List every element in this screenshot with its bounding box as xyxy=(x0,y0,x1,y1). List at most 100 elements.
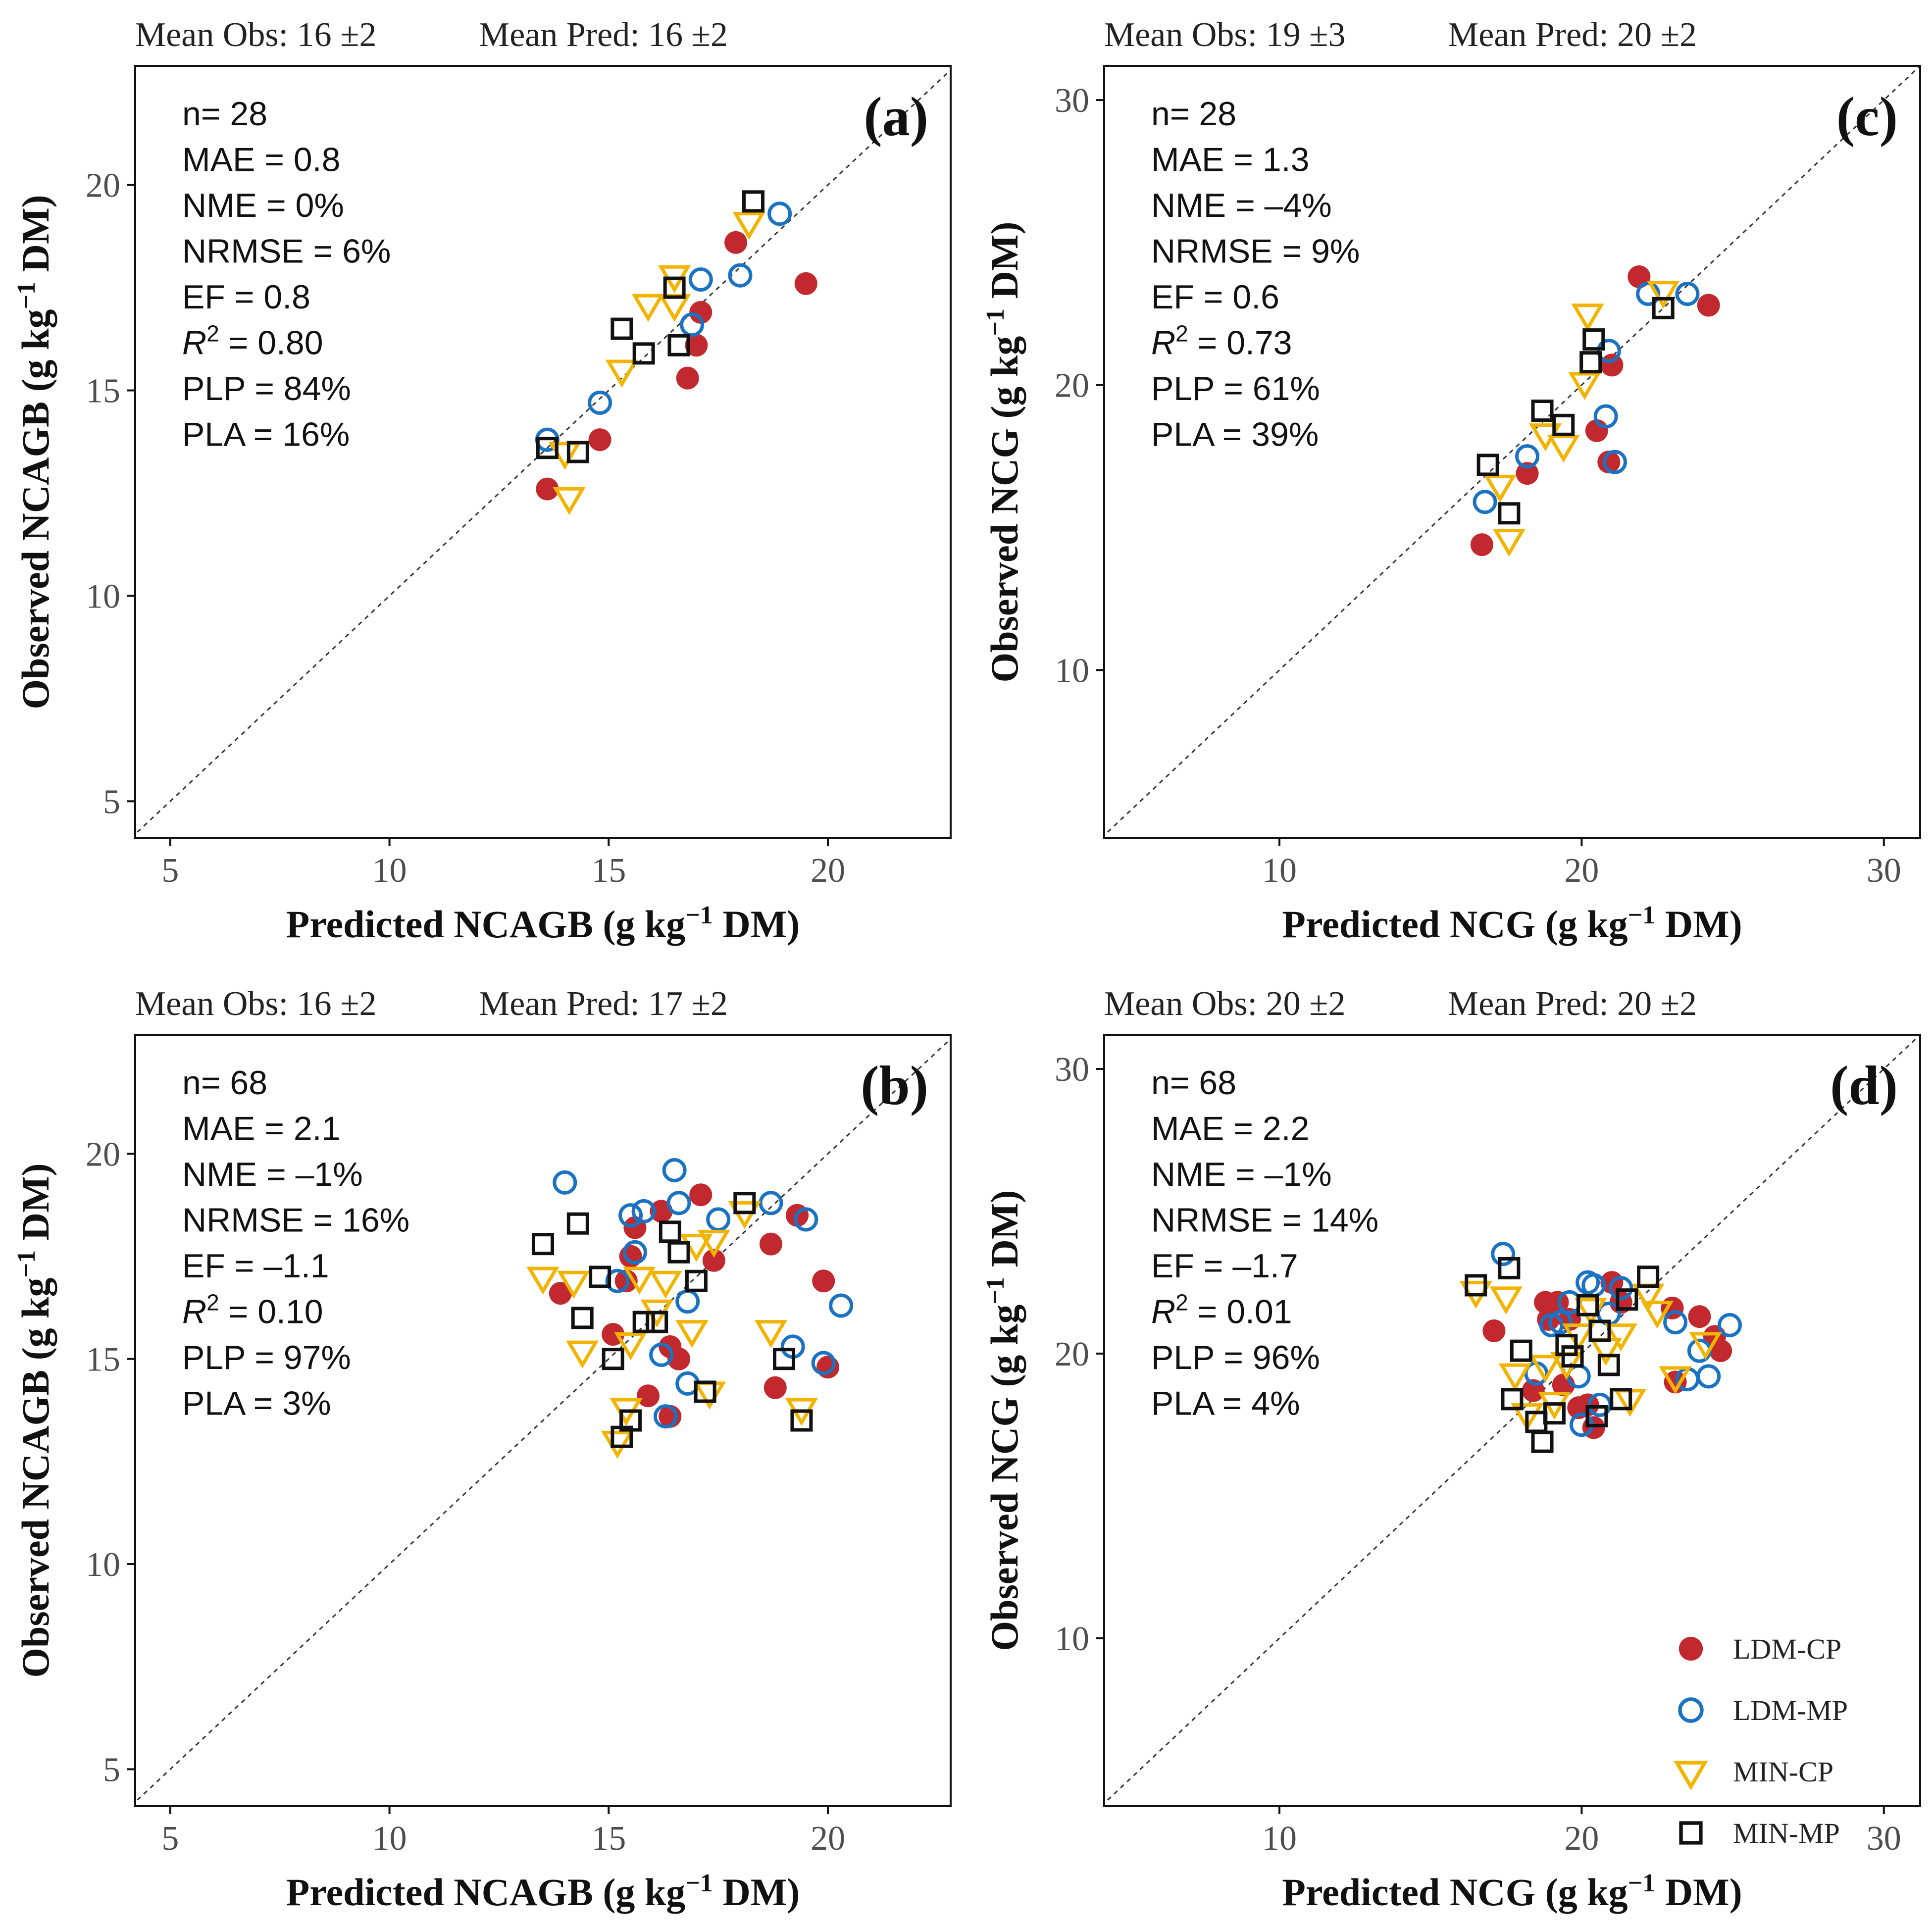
y-tick-label: 20 xyxy=(1055,367,1089,405)
point-min-mp xyxy=(1561,1345,1584,1368)
point-min-mp xyxy=(694,1380,716,1403)
stat-r2: R2 = 0.10 xyxy=(182,1290,323,1331)
point-ldm-mp xyxy=(649,1342,674,1367)
x-axis-title: Predicted NCAGB (g kg−1 DM) xyxy=(286,1869,800,1914)
legend-swatch-min-cp xyxy=(1674,1761,1708,1790)
identity-line xyxy=(135,1038,951,1803)
x-tick-label: 10 xyxy=(1262,1820,1297,1858)
stat-line: NRMSE = 6% xyxy=(182,233,391,270)
point-min-mp xyxy=(1531,1430,1554,1453)
point-min-mp xyxy=(1555,1334,1578,1357)
x-tick-label: 20 xyxy=(811,1820,845,1858)
point-ldm-cp xyxy=(1597,451,1621,474)
x-axis-title: Predicted NCAGB (g kg−1 DM) xyxy=(286,901,800,946)
point-min-mp xyxy=(619,1409,642,1432)
point-min-mp xyxy=(571,1307,594,1329)
x-axis-title: Predicted NCG (g kg−1 DM) xyxy=(1282,1869,1742,1914)
point-min-mp xyxy=(632,1311,655,1333)
point-ldm-mp xyxy=(675,1289,700,1314)
identity-line xyxy=(1104,66,1920,837)
point-min-cp xyxy=(649,1270,682,1299)
panel-label: (a) xyxy=(864,86,928,148)
data-points xyxy=(526,1158,854,1459)
point-min-cp xyxy=(1489,1286,1523,1315)
point-min-mp xyxy=(742,190,765,213)
point-ldm-mp xyxy=(1593,404,1618,429)
point-ldm-mp xyxy=(605,1268,630,1293)
point-min-mp xyxy=(566,1212,589,1235)
legend-label: LDM-CP xyxy=(1733,1633,1841,1665)
y-tick-label: 10 xyxy=(86,1546,120,1584)
point-min-mp xyxy=(1582,328,1605,351)
mean-obs-label: Mean Obs: 16 ±2 xyxy=(135,16,377,54)
point-min-cp xyxy=(732,211,765,240)
y-tick-label: 5 xyxy=(103,783,120,821)
x-tick-label: 10 xyxy=(1262,852,1297,890)
stat-line: EF = –1.7 xyxy=(1151,1247,1298,1285)
point-min-mp xyxy=(610,317,633,340)
point-ldm-mp xyxy=(1491,1242,1516,1266)
point-ldm-mp xyxy=(1717,1313,1742,1337)
point-min-mp xyxy=(1588,1319,1611,1342)
point-min-cp xyxy=(1571,304,1604,332)
mean-obs-label: Mean Obs: 20 ±2 xyxy=(1104,985,1346,1023)
point-ldm-cp xyxy=(1470,533,1493,557)
point-min-mp xyxy=(667,334,690,356)
y-axis-title: Observed NCAGB (g kg−1 DM) xyxy=(12,195,57,709)
point-ldm-cp xyxy=(1688,1305,1711,1328)
y-tick-label: 10 xyxy=(1055,1620,1089,1658)
point-min-mp xyxy=(663,276,686,299)
y-tick-label: 20 xyxy=(1055,1335,1089,1373)
x-axis-title: Predicted NCG (g kg−1 DM) xyxy=(1282,901,1742,946)
mean-pred-label: Mean Pred: 16 ±2 xyxy=(479,16,728,54)
identity-line xyxy=(1104,1035,1920,1805)
point-min-cp xyxy=(1631,1283,1665,1312)
point-min-cp xyxy=(631,294,665,322)
point-ldm-mp xyxy=(662,1158,687,1182)
point-min-mp xyxy=(602,1348,624,1370)
stat-line: MAE = 0.8 xyxy=(182,141,340,179)
point-ldm-mp xyxy=(706,1207,731,1232)
point-min-mp xyxy=(566,441,589,463)
point-min-cp xyxy=(1689,1332,1722,1360)
legend-label: LDM-MP xyxy=(1733,1694,1848,1726)
panel-a: Mean Obs: 16 ±2 Mean Pred: 16 ±2 5 10 15 20 5 1… xyxy=(12,16,952,946)
x-tick-label: 30 xyxy=(1867,852,1901,890)
point-min-cp xyxy=(1483,474,1517,503)
point-min-mp xyxy=(1610,1388,1632,1411)
point-min-mp xyxy=(1501,1388,1524,1411)
point-min-cp xyxy=(697,1229,730,1258)
point-min-mp xyxy=(1616,1288,1638,1311)
stat-line: NRMSE = 16% xyxy=(182,1202,409,1239)
point-ldm-mp xyxy=(1663,1310,1688,1335)
stat-line: PLP = 84% xyxy=(182,370,351,407)
stat-r2: R2 = 0.80 xyxy=(182,321,323,362)
x-tick-label: 15 xyxy=(591,852,626,890)
plot-frame xyxy=(1103,65,1921,839)
point-ldm-cp xyxy=(794,272,817,295)
point-min-mp xyxy=(532,1233,554,1256)
stat-line: PLA = 16% xyxy=(182,416,350,454)
point-min-cp xyxy=(1568,372,1601,400)
y-tick-label: 15 xyxy=(86,372,120,410)
point-ldm-mp xyxy=(680,312,705,337)
x-tick-label: 10 xyxy=(372,852,407,890)
point-ldm-cp xyxy=(763,1376,787,1399)
point-min-cp xyxy=(754,1320,788,1348)
point-min-mp xyxy=(773,1348,796,1370)
point-min-mp xyxy=(1585,1405,1608,1427)
point-ldm-mp xyxy=(728,263,753,288)
data-points xyxy=(535,190,817,515)
stat-line: PLA = 39% xyxy=(1151,416,1319,454)
x-tick-label: 5 xyxy=(161,1820,179,1858)
panel-label: (b) xyxy=(861,1055,928,1116)
y-tick-label: 30 xyxy=(1055,1051,1089,1089)
point-ldm-cp xyxy=(637,1384,660,1408)
point-ldm-mp xyxy=(1696,1364,1721,1389)
point-min-mp xyxy=(659,1220,681,1243)
stat-line: NME = –1% xyxy=(182,1156,363,1193)
point-min-mp xyxy=(536,437,559,459)
point-ldm-mp xyxy=(1473,490,1497,514)
point-min-cp xyxy=(557,1270,590,1299)
